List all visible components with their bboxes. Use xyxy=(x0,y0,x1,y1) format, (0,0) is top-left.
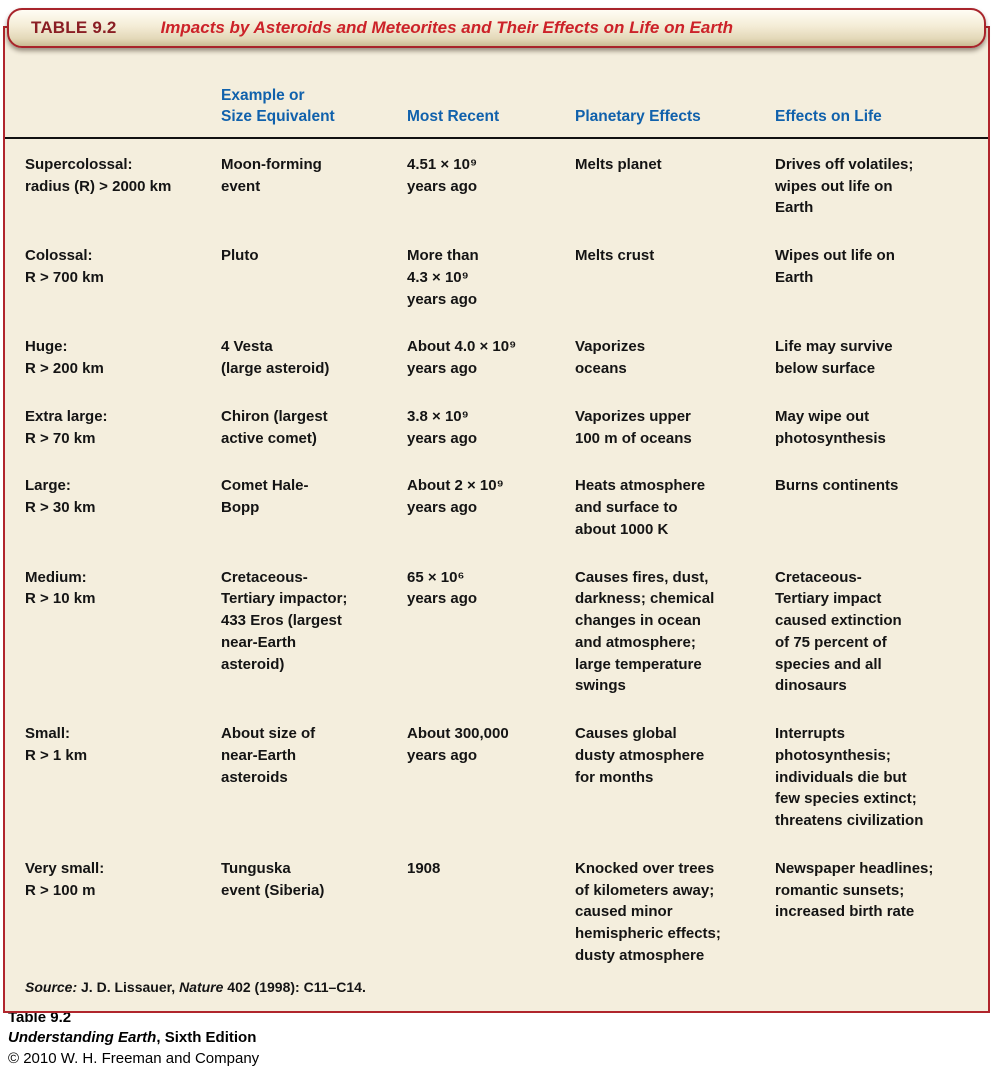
row-category-cell: Colossal: R > 700 km xyxy=(25,247,104,286)
source-label: Source: xyxy=(25,978,78,995)
table-cell: About 4.0 × 10⁹ years ago xyxy=(407,338,517,378)
column-header-row: Example or Size Equivalent Most Recent Pla… xyxy=(5,86,988,128)
table-number-label: TABLE 9.2 xyxy=(31,18,117,37)
credit-edition: , Sixth Edition xyxy=(156,1029,257,1047)
credit-book-line: Understanding Earth, Sixth Edition xyxy=(8,1028,259,1048)
table-cell: Burns continents xyxy=(775,477,899,495)
header-divider xyxy=(5,136,988,139)
table-cell: Melts crust xyxy=(575,247,655,265)
table-cell: Heats atmosphere and surface to about 10… xyxy=(575,477,706,538)
table-cell: About 2 × 10⁹ years ago xyxy=(407,477,504,517)
credit-block: Table 9.2 Understanding Earth, Sixth Edi… xyxy=(8,1008,259,1069)
table-cell: Tunguska event (Siberia) xyxy=(221,859,325,899)
row-category-cell: Medium: R > 10 km xyxy=(25,568,96,608)
table-cell: Comet Hale- Bopp xyxy=(221,477,309,517)
table-cell: Life may survive below surface xyxy=(775,338,893,378)
table-cell: Interrupts photosynthesis; individuals d… xyxy=(775,725,924,830)
table-cell: 1908 xyxy=(407,859,441,877)
table-cell: About size of near-Earth asteroids xyxy=(221,725,316,786)
source-text-pre: J. D. Lissauer, xyxy=(77,978,180,995)
credit-table-number: Table 9.2 xyxy=(8,1009,72,1026)
table-box: Example or Size Equivalent Most Recent Pla… xyxy=(3,26,990,1013)
column-header: Effects on Life xyxy=(775,107,882,125)
table-cell: More than 4.3 × 10⁹ years ago xyxy=(407,247,479,308)
table-cell: Vaporizes oceans xyxy=(575,338,646,378)
table-cell: Melts planet xyxy=(575,155,662,173)
table-cell: Moon-forming event xyxy=(221,155,322,195)
table-cell: 4 Vesta (large asteroid) xyxy=(221,338,330,378)
credit-book-title: Understanding Earth xyxy=(8,1029,157,1047)
table-title: Impacts by Asteroids and Meteorites and … xyxy=(160,18,734,37)
row-category-cell: Supercolossal: radius (R) > 2000 km xyxy=(25,155,172,195)
table-cell: 4.51 × 10⁹ years ago xyxy=(407,155,478,195)
table-cell: Newspaper headlines; romantic sunsets; i… xyxy=(775,859,934,921)
source-journal: Nature xyxy=(179,978,224,995)
table-cell: Wipes out life on Earth xyxy=(775,247,895,286)
table-title-bar: TABLE 9.2 Impacts by Asteroids and Meteo… xyxy=(7,8,986,48)
table-cell: Pluto xyxy=(221,247,259,265)
table-cell: Causes fires, dust, darkness; chemical c… xyxy=(575,568,715,695)
source-text-post: 402 (1998): C11–C14. xyxy=(223,978,366,995)
table-figure: TABLE 9.2 Impacts by Asteroids and Meteo… xyxy=(3,8,990,1013)
table-cell: Knocked over trees of kilometers away; c… xyxy=(575,859,721,964)
table-cell: 65 × 10⁶ years ago xyxy=(407,568,478,608)
table-cell: Chiron (largest active comet) xyxy=(221,407,328,447)
column-header: Example or Size Equivalent xyxy=(221,87,335,125)
table-cell: Causes global dusty atmosphere for month… xyxy=(575,725,705,786)
column-header: Planetary Effects xyxy=(575,107,701,125)
table-cell: Vaporizes upper 100 m of oceans xyxy=(575,407,692,447)
table-cell: Cretaceous- Tertiary impact caused extin… xyxy=(775,568,902,695)
row-category-cell: Extra large: R > 70 km xyxy=(25,407,108,447)
table-body: Supercolossal: radius (R) > 2000 km Moon-… xyxy=(5,154,988,967)
table-cell: 3.8 × 10⁹ years ago xyxy=(407,407,478,447)
credit-copyright: © 2010 W. H. Freeman and Company xyxy=(8,1049,260,1067)
row-category-cell: Very small: R > 100 m xyxy=(25,859,105,899)
source-note: Source: J. D. Lissauer, Nature 402 (1998… xyxy=(5,967,988,1011)
table-cell: Cretaceous- Tertiary impactor; 433 Eros … xyxy=(221,568,348,673)
table-cell: About 300,000 years ago xyxy=(407,725,509,764)
table-cell: May wipe out photosynthesis xyxy=(775,407,886,447)
table-cell: Drives off volatiles; wipes out life on … xyxy=(775,155,914,217)
row-category-cell: Large: R > 30 km xyxy=(25,477,96,517)
row-category-cell: Huge: R > 200 km xyxy=(25,338,104,378)
column-header: Most Recent xyxy=(407,107,500,125)
row-category-cell: Small: R > 1 km xyxy=(25,725,88,764)
